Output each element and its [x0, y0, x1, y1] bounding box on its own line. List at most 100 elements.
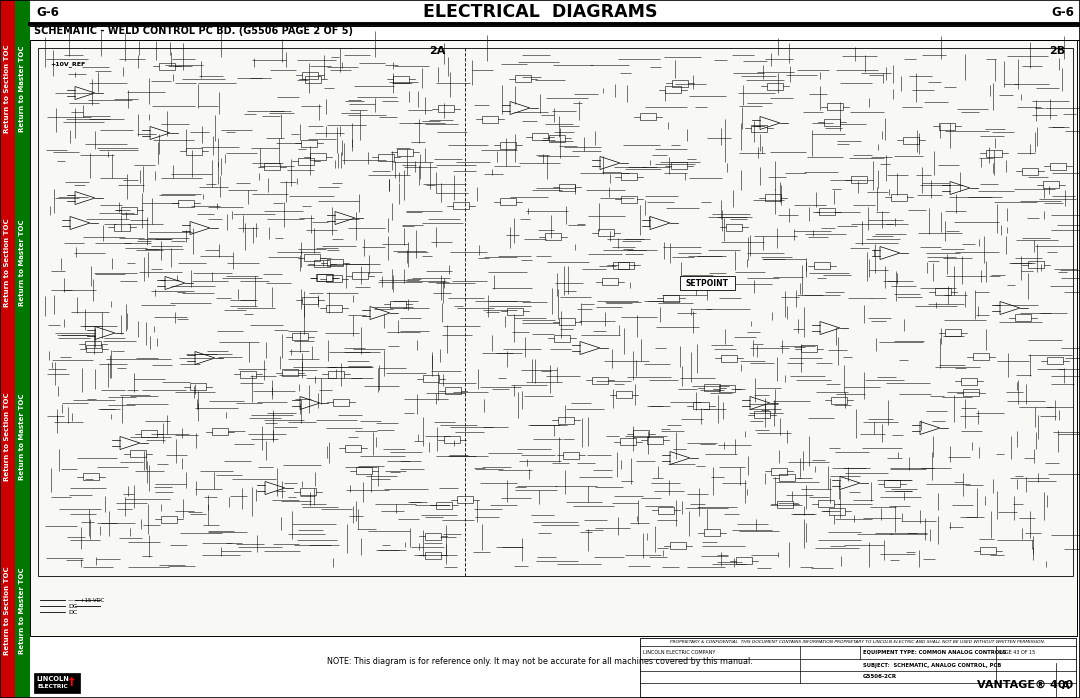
- Bar: [680, 276, 735, 290]
- Bar: [435, 502, 451, 509]
- Bar: [352, 272, 368, 279]
- Text: G5506-2CR: G5506-2CR: [863, 674, 897, 679]
- Bar: [819, 500, 835, 507]
- Bar: [704, 385, 719, 392]
- Bar: [15, 0, 30, 698]
- Text: —— +15 VDC: —— +15 VDC: [68, 597, 105, 602]
- Bar: [85, 341, 102, 348]
- Bar: [801, 346, 818, 352]
- Text: +10V_REF: +10V_REF: [50, 61, 85, 68]
- Bar: [780, 474, 796, 481]
- Bar: [558, 417, 575, 424]
- Bar: [819, 209, 835, 216]
- Bar: [301, 140, 318, 147]
- Bar: [305, 76, 321, 83]
- Text: Return to Master TOC: Return to Master TOC: [19, 394, 26, 480]
- Bar: [826, 103, 842, 110]
- Bar: [593, 376, 608, 383]
- Bar: [1048, 357, 1063, 364]
- Bar: [945, 329, 961, 336]
- Bar: [554, 335, 569, 342]
- Bar: [962, 389, 978, 396]
- Text: Return to Master TOC: Return to Master TOC: [19, 567, 26, 654]
- Bar: [980, 547, 996, 554]
- Bar: [934, 288, 950, 295]
- Bar: [283, 369, 298, 376]
- Bar: [726, 223, 742, 230]
- Bar: [621, 196, 636, 203]
- Bar: [640, 113, 657, 120]
- Bar: [83, 473, 99, 480]
- Text: PROPRIETARY & CONFIDENTIAL  THIS DOCUMENT CONTAINS INFORMATION PROPRIETARY TO LI: PROPRIETARY & CONFIDENTIAL THIS DOCUMENT…: [671, 640, 1045, 644]
- Bar: [1050, 163, 1066, 170]
- Bar: [161, 516, 176, 523]
- Bar: [559, 318, 576, 325]
- Bar: [445, 387, 461, 394]
- Bar: [891, 194, 907, 201]
- Bar: [777, 501, 793, 508]
- Bar: [507, 308, 523, 315]
- Bar: [0, 0, 15, 698]
- Bar: [704, 529, 720, 536]
- Bar: [356, 468, 372, 475]
- Text: PAGE 43 OF 15: PAGE 43 OF 15: [999, 650, 1036, 655]
- Bar: [392, 76, 408, 83]
- Bar: [316, 274, 332, 281]
- Bar: [310, 153, 326, 160]
- Bar: [658, 507, 674, 514]
- Bar: [829, 507, 846, 514]
- Bar: [824, 119, 839, 126]
- Text: ELECTRIC: ELECTRIC: [37, 685, 68, 690]
- Bar: [423, 375, 440, 382]
- Bar: [114, 223, 131, 230]
- Bar: [346, 445, 361, 452]
- Bar: [424, 552, 441, 559]
- Bar: [767, 83, 783, 90]
- Bar: [737, 557, 753, 564]
- Text: †: †: [69, 677, 75, 687]
- Bar: [544, 233, 561, 240]
- Bar: [30, 40, 1077, 636]
- Bar: [672, 80, 688, 87]
- Text: DC: DC: [68, 604, 78, 609]
- Bar: [314, 260, 330, 267]
- Bar: [483, 116, 498, 123]
- Bar: [327, 259, 343, 266]
- Bar: [621, 438, 636, 445]
- Bar: [300, 488, 316, 495]
- Bar: [618, 262, 634, 269]
- Bar: [718, 385, 734, 392]
- Bar: [334, 399, 349, 406]
- Text: LINCOLN: LINCOLN: [36, 676, 69, 683]
- Bar: [390, 301, 406, 308]
- Bar: [426, 533, 442, 540]
- Bar: [265, 163, 280, 170]
- Bar: [903, 137, 919, 144]
- Bar: [454, 202, 470, 209]
- Bar: [640, 638, 1076, 697]
- Text: DC: DC: [68, 609, 78, 614]
- Bar: [616, 392, 632, 399]
- Text: NOTE: This diagram is for reference only. It may not be accurate for all machine: NOTE: This diagram is for reference only…: [327, 658, 753, 667]
- Bar: [621, 173, 637, 180]
- Bar: [563, 452, 579, 459]
- Text: G-6: G-6: [36, 6, 59, 19]
- Bar: [326, 305, 342, 312]
- Bar: [30, 0, 1080, 24]
- Bar: [212, 428, 228, 436]
- Text: EQUIPMENT TYPE: COMMON ANALOG CONTROLS: EQUIPMENT TYPE: COMMON ANALOG CONTROLS: [863, 650, 1007, 655]
- Bar: [665, 87, 681, 94]
- Text: Return to Section TOC: Return to Section TOC: [4, 393, 11, 482]
- Bar: [326, 275, 342, 282]
- Bar: [670, 542, 686, 549]
- Bar: [1015, 314, 1031, 321]
- Text: 2B: 2B: [1049, 45, 1065, 56]
- Bar: [549, 135, 565, 142]
- Text: Return to Master TOC: Return to Master TOC: [19, 220, 26, 306]
- Bar: [814, 262, 829, 269]
- Bar: [328, 371, 343, 378]
- Bar: [603, 278, 618, 285]
- Bar: [140, 430, 157, 437]
- Bar: [532, 133, 549, 140]
- Bar: [961, 378, 976, 385]
